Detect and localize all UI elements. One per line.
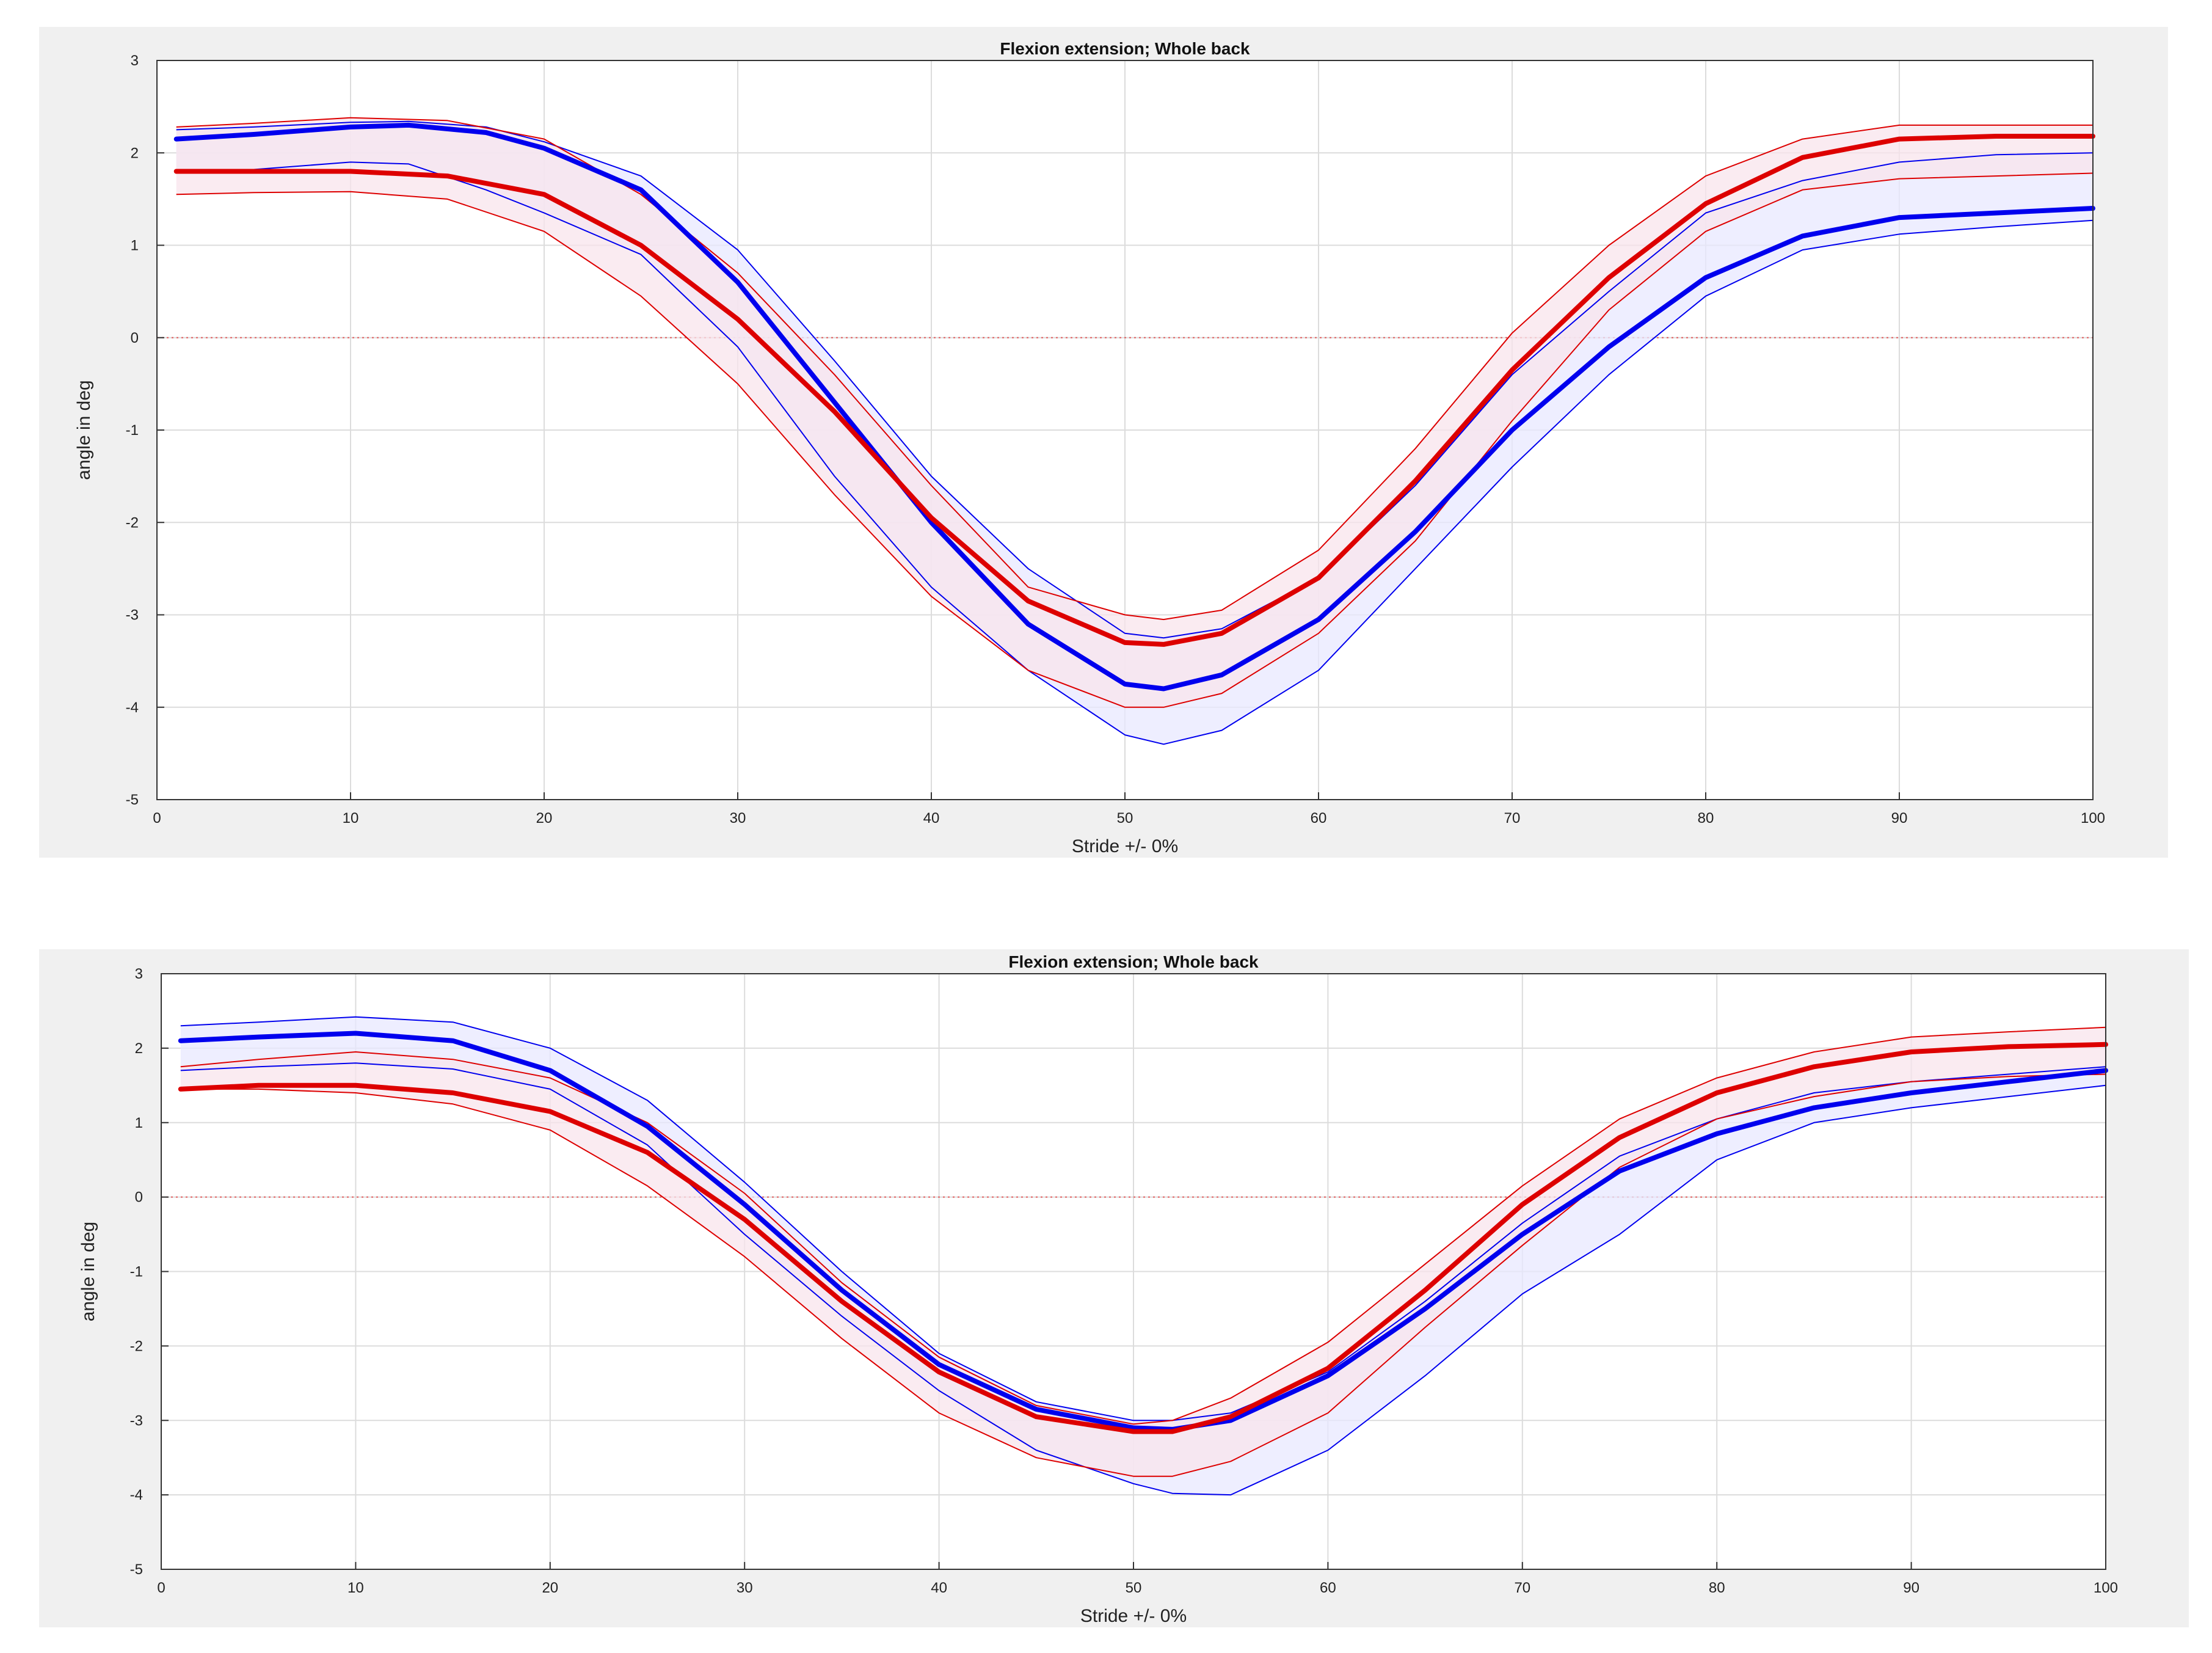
y-tick-label: -5 [130, 1561, 143, 1578]
y-tick-label: 1 [135, 1115, 143, 1131]
series-2-upper-bound [180, 1026, 2106, 1425]
x-tick-label: 0 [157, 1580, 165, 1596]
y-tick-label: -3 [130, 1412, 143, 1429]
series-1-lower-bound [176, 161, 2094, 745]
y-tick-label: -5 [126, 792, 139, 808]
x-tick-label: 20 [536, 810, 553, 826]
x-tick-label: 60 [1311, 810, 1327, 826]
y-tick-label: -4 [126, 699, 139, 716]
y-tick-label: -2 [126, 514, 139, 531]
chart-bottom: 0 10 20 30 40 50 60 70 80 90 1003210-1-2-3-4-5Flex… [78, 952, 2118, 1626]
series-1-band [176, 121, 2094, 745]
series-1-upper-bound [176, 120, 2094, 639]
series-2-lower-bound [176, 172, 2094, 708]
x-tick-label: 10 [347, 1580, 364, 1596]
series-2-mean-line [173, 134, 2095, 647]
series-2-mean-line [178, 1042, 2108, 1434]
y-tick-label: 2 [131, 145, 139, 161]
series-2-upper-bound [176, 117, 2093, 621]
x-tick-label: 90 [1903, 1580, 1919, 1596]
x-tick-label: 0 [153, 810, 161, 826]
chart-title: Flexion extension; Whole back [1008, 952, 1259, 971]
series-1-upper-bound [180, 1016, 2106, 1421]
y-tick-label: -3 [126, 607, 139, 624]
x-tick-label: 30 [737, 1580, 753, 1596]
series-1-mean-line [173, 122, 2095, 691]
y-tick-label: 3 [135, 966, 143, 982]
series-2-band [176, 117, 2094, 707]
y-tick-label: 0 [135, 1189, 143, 1206]
x-tick-label: 50 [1117, 810, 1133, 826]
x-axis-label: Stride +/- 0% [1072, 836, 1178, 856]
y-tick-label: -1 [130, 1264, 143, 1280]
x-tick-label: 10 [343, 810, 359, 826]
x-tick-label: 40 [931, 1580, 947, 1596]
chart-top: 0 10 20 30 40 50 60 70 80 90 1003210-1-2-3-4-5Flex… [74, 39, 2105, 856]
x-tick-label: 50 [1126, 1580, 1142, 1596]
chart-title: Flexion extension; Whole back [1000, 39, 1250, 58]
y-tick-label: -1 [126, 422, 139, 439]
chart-panel-bottom: 0 10 20 30 40 50 60 70 80 90 100 3 2 1 0 -1 -2 -3 -4 -5 Flex… [39, 949, 2189, 1627]
y-axis-label: angle in deg [78, 1222, 98, 1321]
x-tick-label: 70 [1514, 1580, 1530, 1596]
x-tick-label: 30 [730, 810, 746, 826]
x-tick-label: 80 [1709, 1580, 1725, 1596]
x-tick-label: 80 [1698, 810, 1714, 826]
series-1-lower-bound [180, 1062, 2106, 1496]
y-tick-label: 2 [135, 1040, 143, 1057]
x-tick-label: 60 [1320, 1580, 1336, 1596]
y-tick-label: 0 [131, 330, 139, 346]
x-tick-label: 40 [923, 810, 940, 826]
y-tick-label: 3 [131, 53, 139, 69]
chart-panel-top: 0 10 20 30 40 50 60 70 80 90 100 3 2 1 0 -1 -2 -3 -4 -5 Flex… [39, 27, 2168, 858]
y-tick-label: -2 [130, 1338, 143, 1354]
x-tick-label: 100 [2094, 1580, 2118, 1596]
series-2-lower-bound [180, 1073, 2106, 1477]
x-tick-label: 70 [1504, 810, 1521, 826]
y-tick-label: 1 [131, 238, 139, 254]
series-1-mean-line [178, 1031, 2108, 1432]
x-tick-label: 90 [1891, 810, 1908, 826]
y-tick-label: -4 [130, 1487, 143, 1503]
y-axis-label: angle in deg [74, 380, 94, 480]
x-axis-label: Stride +/- 0% [1080, 1606, 1187, 1626]
x-tick-label: 100 [2081, 810, 2105, 826]
x-tick-label: 20 [542, 1580, 558, 1596]
